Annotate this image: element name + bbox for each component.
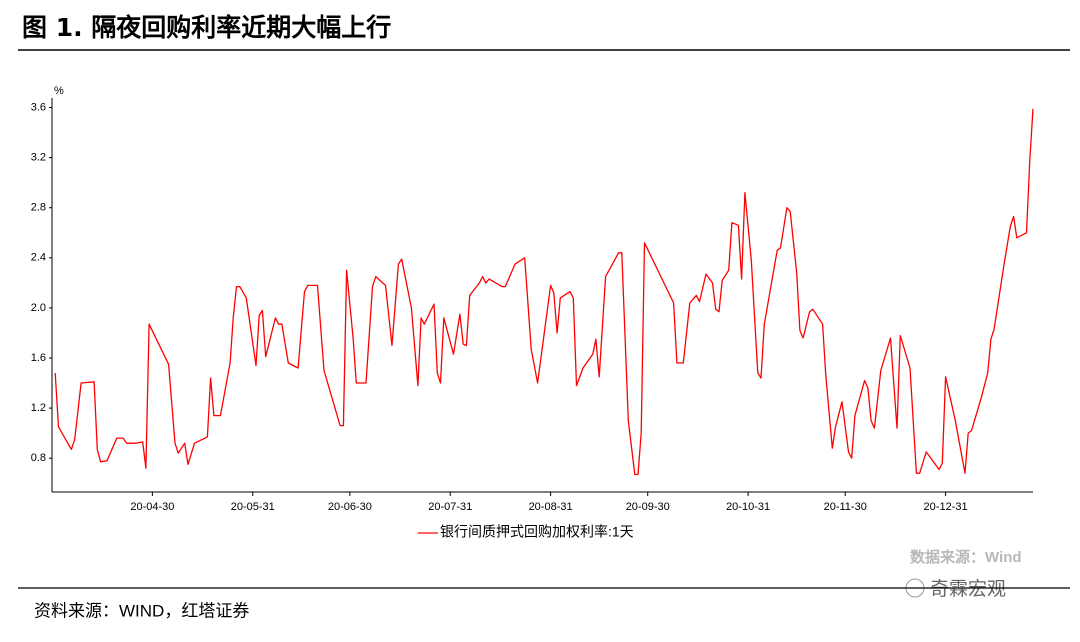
watermark: 数据来源：Wind <box>910 548 1022 566</box>
series-line <box>54 108 1034 476</box>
x-tick-label: 20-06-30 <box>328 501 372 513</box>
y-tick-label: 2.8 <box>31 202 46 214</box>
x-tick-label: 20-05-31 <box>231 501 275 513</box>
y-tick-label: 3.6 <box>31 101 46 113</box>
footer-source: 资料来源：WIND，红塔证券 <box>34 601 249 620</box>
chart-title: 图 1. 隔夜回购利率近期大幅上行 <box>22 13 391 42</box>
y-tick-label: 0.8 <box>31 452 46 464</box>
y-tick-label: 3.2 <box>31 152 46 164</box>
x-tick-label: 20-09-30 <box>626 501 670 513</box>
x-tick-label: 20-07-31 <box>428 501 472 513</box>
x-tick-label: 20-11-30 <box>824 501 867 513</box>
y-tick-label: 1.6 <box>31 352 46 364</box>
x-tick-label: 20-04-30 <box>130 501 174 513</box>
y-tick-label: 2.0 <box>31 302 46 314</box>
x-tick-label: 20-10-31 <box>726 501 770 513</box>
y-unit: % <box>54 85 64 97</box>
x-tick-label: 20-08-31 <box>529 501 573 513</box>
legend-label: 银行间质押式回购加权利率:1天 <box>440 524 634 540</box>
logo-text: 奇霖宏观 <box>930 578 1006 600</box>
y-tick-label: 2.4 <box>31 252 46 264</box>
y-tick-label: 1.2 <box>31 402 46 414</box>
x-tick-label: 20-12-31 <box>924 501 968 513</box>
